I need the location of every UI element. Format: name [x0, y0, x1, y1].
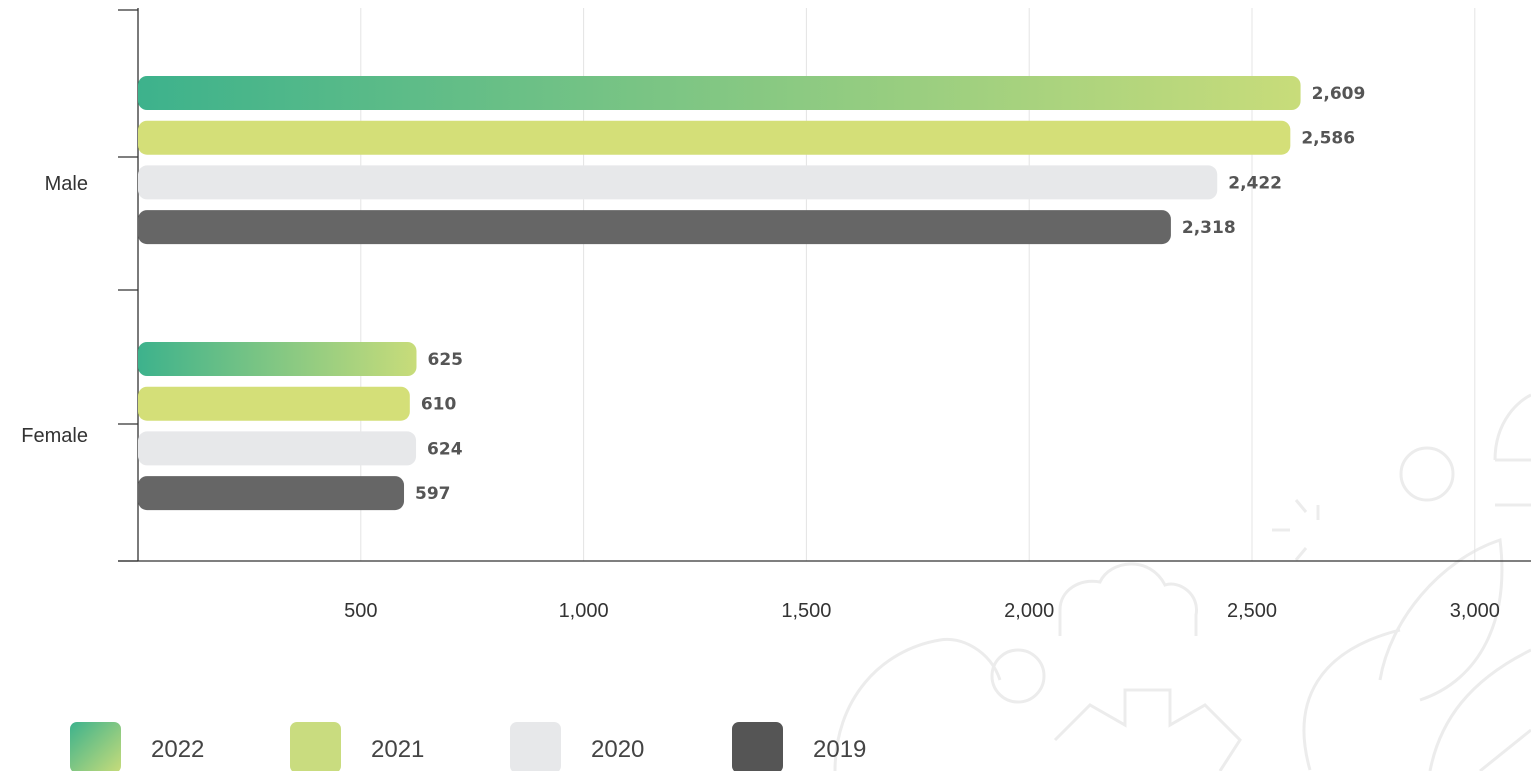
- legend-label: 2021: [371, 736, 424, 763]
- bar: [138, 120, 1291, 155]
- value-label: 624: [427, 439, 463, 459]
- value-label: 2,422: [1228, 173, 1282, 193]
- background-decoration: [833, 393, 1531, 771]
- value-label: 2,609: [1312, 84, 1366, 104]
- category-label: Male: [45, 173, 88, 195]
- deco-gauge-icon: [833, 637, 1002, 771]
- deco-cloud-icon: [1058, 562, 1198, 636]
- value-label: 597: [415, 484, 451, 504]
- legend-swatch: [510, 722, 561, 771]
- legend: 2022 2021 2020 2019: [70, 722, 866, 771]
- bar: [138, 342, 417, 376]
- deco-circle-icon: [1399, 446, 1455, 502]
- bar: [138, 165, 1218, 200]
- bar: [138, 210, 1171, 245]
- deco-gear-icon: [1053, 688, 1242, 771]
- deco-plant-icon: [1428, 648, 1531, 771]
- value-label: 610: [421, 395, 457, 415]
- bar: [138, 386, 410, 421]
- legend-label: 2020: [591, 736, 644, 763]
- x-tick-label: 2,500: [1227, 600, 1277, 622]
- legend-label: 2019: [813, 736, 866, 763]
- category-label: Female: [21, 425, 88, 447]
- deco-leaf-icon: [1302, 537, 1504, 771]
- value-label: 625: [428, 350, 464, 370]
- tick-labels: 500 1,000 1,500 2,000 2,500 3,000 Male Female: [21, 173, 1500, 622]
- x-tick-label: 1,500: [781, 600, 831, 622]
- legend-swatch: [290, 722, 341, 771]
- bar: [138, 431, 417, 466]
- deco-small-circle-icon: [990, 648, 1046, 704]
- x-tick-label: 1,000: [559, 600, 609, 622]
- legend-label: 2022: [151, 736, 204, 763]
- legend-swatch: [70, 722, 121, 771]
- deco-sun-icon: [1272, 499, 1320, 561]
- bar: [138, 476, 405, 511]
- bars: [138, 76, 1301, 511]
- x-tick-label: 2,000: [1004, 600, 1054, 622]
- x-tick-label: 500: [344, 600, 377, 622]
- bar: [138, 76, 1301, 110]
- value-label: 2,318: [1182, 218, 1236, 238]
- x-tick-label: 3,000: [1450, 600, 1500, 622]
- value-labels: 2,609 2,586 2,422 2,318 625 610 624 597: [415, 84, 1365, 504]
- legend-swatch: [732, 722, 783, 771]
- value-label: 2,586: [1301, 129, 1355, 149]
- deco-lightbulb-icon: [1493, 393, 1531, 507]
